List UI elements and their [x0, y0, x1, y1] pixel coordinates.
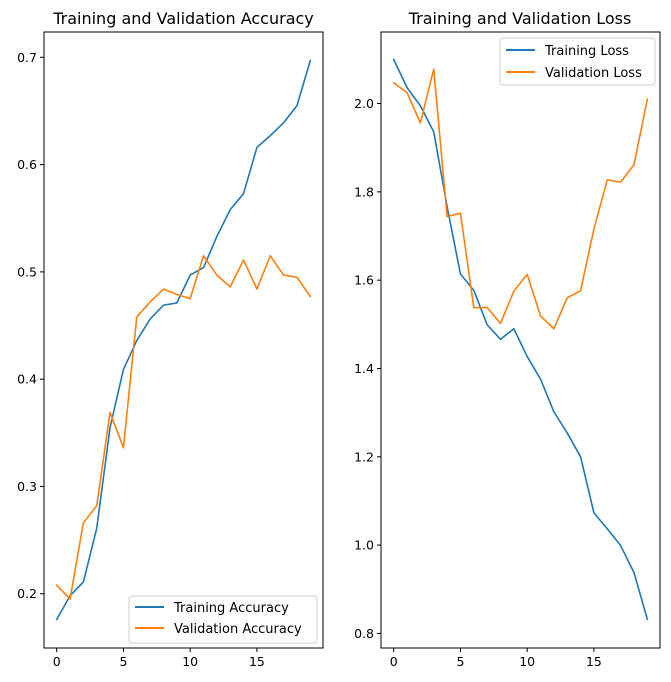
loss-x-tick-label: 10	[519, 654, 535, 669]
accuracy-y-tick-label: 0.6	[17, 157, 37, 172]
accuracy-chart: Training and Validation Accuracy 0 5 10 150…	[17, 9, 324, 669]
loss-y-tick-label: 1.2	[354, 449, 374, 464]
loss-y-tick-label: 1.0	[354, 538, 374, 553]
loss-x-tick-label: 0	[390, 654, 398, 669]
legend-label-training-loss: Training Loss	[544, 44, 629, 59]
loss-legend-frame	[499, 37, 656, 86]
legend-label-training-accuracy: Training Accuracy	[173, 601, 289, 616]
accuracy-axes-frame	[43, 31, 324, 649]
series-line-validation-loss	[392, 68, 649, 330]
accuracy-chart-title: Training and Validation Accuracy	[52, 9, 314, 28]
accuracy-y-tick-label: 0.2	[17, 586, 37, 601]
loss-y-tick-label: 1.6	[354, 273, 374, 288]
accuracy-plot-area: 0 5 10 15 0.2 0.3 0.4 0.5 0.6 0.7	[17, 31, 324, 669]
loss-y-tick-label: 2.0	[354, 96, 374, 111]
loss-chart-title: Training and Validation Loss	[408, 9, 632, 28]
accuracy-y-tick-label: 0.4	[17, 372, 37, 387]
accuracy-x-tick-label: 10	[182, 654, 198, 669]
loss-plot-area: 0 5 10 15 0.8 1.0 1.2 1.4 1.6 1.8 2.0	[354, 31, 661, 669]
accuracy-y-tick-label: 0.3	[17, 479, 37, 494]
accuracy-x-tick-label: 5	[119, 654, 127, 669]
legend-label-validation-loss: Validation Loss	[545, 66, 642, 81]
loss-x-tick-label: 5	[456, 654, 464, 669]
accuracy-y-tick-label: 0.5	[17, 264, 37, 279]
series-line-training-loss	[392, 58, 649, 621]
accuracy-x-tick-label: 15	[249, 654, 265, 669]
loss-y-tick-label: 1.8	[354, 184, 374, 199]
loss-chart: Training and Validation Loss 0 5 10 15 0.8 1.…	[354, 9, 661, 669]
loss-y-tick-label: 0.8	[354, 626, 374, 641]
accuracy-x-tick-label: 0	[53, 654, 61, 669]
accuracy-legend: Training Accuracy Validation Accuracy	[128, 595, 318, 644]
accuracy-legend-frame	[128, 595, 318, 644]
loss-x-tick-label: 15	[586, 654, 602, 669]
loss-axes-frame	[380, 31, 661, 649]
loss-legend: Training Loss Validation Loss	[499, 37, 656, 86]
loss-y-tick-label: 1.4	[354, 361, 374, 376]
series-line-validation-accuracy	[55, 254, 312, 600]
legend-label-validation-accuracy: Validation Accuracy	[174, 622, 302, 637]
accuracy-y-tick-label: 0.7	[17, 50, 37, 65]
series-line-training-accuracy	[55, 59, 312, 621]
